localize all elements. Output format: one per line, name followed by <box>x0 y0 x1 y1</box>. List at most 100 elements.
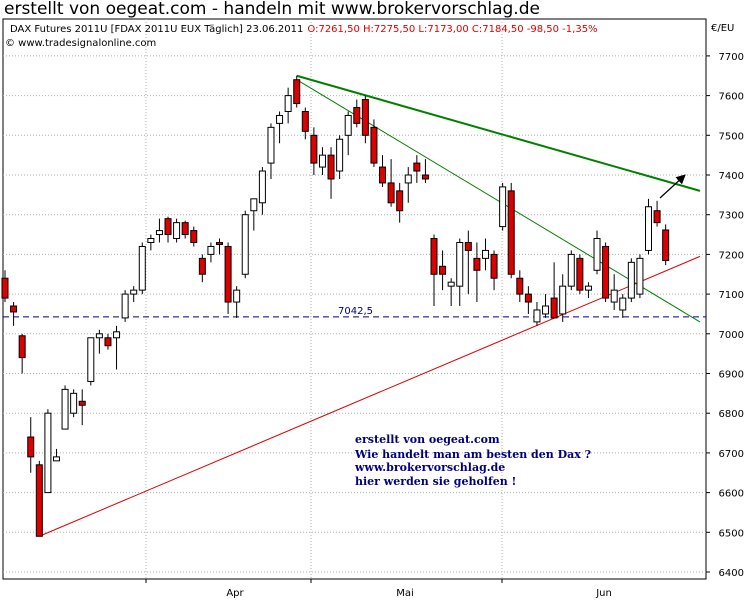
candle-body <box>584 285 592 291</box>
candle-bullish <box>593 230 601 275</box>
candle-bearish <box>104 333 112 350</box>
candle-body <box>645 206 652 251</box>
candle-bullish <box>121 290 129 322</box>
candle-bullish <box>344 111 352 156</box>
candle-bearish <box>35 460 43 537</box>
y-tick-label: 6500 <box>719 528 744 539</box>
candle-bearish <box>413 155 421 183</box>
candle-body <box>318 154 326 168</box>
candle-bearish <box>1 270 9 303</box>
x-tick-label: Apr <box>226 588 244 599</box>
instrument-info: DAX Futures 2011U [FDAX 2011U EUX Täglic… <box>10 24 598 35</box>
candle-bullish <box>499 182 507 231</box>
y-tick-label: 6900 <box>719 370 744 381</box>
candle-bullish <box>52 448 60 462</box>
candle-body <box>464 241 472 251</box>
candle-bearish <box>439 250 447 291</box>
candle-body <box>121 293 129 319</box>
y-tick-label: 6800 <box>719 409 744 420</box>
candle-body <box>430 238 438 275</box>
candle-bearish <box>576 254 584 295</box>
headline-title: erstellt von oegeat.com - handeln mit ww… <box>4 0 540 19</box>
candle-bullish <box>173 218 181 243</box>
ohlc-text: O:7261,50 H:7275,50 L:7173,00 C:7184,50 … <box>307 24 597 35</box>
candle-bullish <box>233 286 241 318</box>
candle-bearish <box>361 95 369 144</box>
candle-bearish <box>430 234 438 307</box>
candle-body <box>516 277 524 295</box>
candle-body <box>344 114 352 136</box>
y-tick-label: 6700 <box>719 449 744 460</box>
candle-bullish <box>44 409 52 494</box>
candle-body <box>361 99 369 136</box>
candle-bearish <box>602 242 610 303</box>
candle-body <box>164 218 172 236</box>
candle-body <box>52 456 60 462</box>
y-tick-label: 7200 <box>719 250 744 261</box>
candle-body <box>507 190 515 275</box>
candle-bullish <box>95 329 103 354</box>
candle-body <box>181 222 189 236</box>
y-tick-label: 7700 <box>719 52 744 63</box>
candle-bearish <box>516 270 524 303</box>
candle-body <box>276 114 284 124</box>
candle-body <box>113 331 121 339</box>
candle-body <box>310 134 318 164</box>
y-tick-label: 6600 <box>719 489 744 500</box>
candle-body <box>336 138 344 172</box>
candle-bullish <box>250 198 258 231</box>
candle-body <box>250 198 258 212</box>
candle-bullish <box>70 389 78 418</box>
note-line-4: hier werden sie geholfen ! <box>355 475 516 488</box>
candle-body <box>404 174 412 184</box>
candle-body <box>627 261 635 299</box>
candle-bullish <box>276 111 284 144</box>
candle-bullish <box>481 238 489 271</box>
candle-bullish <box>456 238 464 307</box>
y-tick-label: 7600 <box>719 92 744 103</box>
candle-bullish <box>207 242 215 263</box>
candle-body <box>104 337 112 347</box>
candle-bullish <box>113 325 121 370</box>
candle-bullish <box>155 218 163 243</box>
y-tick-label: 7500 <box>719 131 744 142</box>
candle-bullish <box>130 286 138 303</box>
note-line-3: www.brokervorschlag.de <box>354 461 505 474</box>
candle-bullish <box>619 294 627 318</box>
y-tick-label: 7000 <box>719 330 744 341</box>
candles-group <box>1 75 670 537</box>
candle-bearish <box>387 159 395 207</box>
candle-body <box>370 126 378 164</box>
candle-body <box>353 107 361 124</box>
candle-body <box>267 126 275 164</box>
candle-body <box>78 400 86 406</box>
candle-bearish <box>27 417 35 473</box>
candle-body <box>413 162 421 172</box>
candle-body <box>490 253 498 279</box>
candle-bullish <box>542 294 550 318</box>
candle-body <box>593 238 601 271</box>
candle-body <box>567 253 575 287</box>
candle-body <box>473 257 481 271</box>
note-line-2: Wie handelt man am besten den Dax ? <box>354 448 591 461</box>
candle-body <box>1 277 9 299</box>
candle-body <box>293 79 301 105</box>
candle-bearish <box>224 242 232 314</box>
candle-body <box>70 392 78 414</box>
copyright-text: © www.tradesignalonline.com <box>5 38 156 49</box>
candle-bullish <box>267 123 275 179</box>
candle-bearish <box>164 216 172 243</box>
candle-body <box>439 265 447 275</box>
candle-bearish <box>293 75 301 108</box>
candle-body <box>387 182 395 204</box>
candle-body <box>662 229 670 262</box>
candle-body <box>198 257 206 275</box>
candle-bearish <box>10 302 18 326</box>
candle-body <box>224 245 232 303</box>
candle-body <box>327 154 335 180</box>
x-tick-label: Mai <box>396 588 414 599</box>
candle-bearish <box>370 119 378 168</box>
candle-bearish <box>524 286 532 314</box>
candle-body <box>481 249 489 259</box>
y-tick-label: 7400 <box>719 171 744 182</box>
